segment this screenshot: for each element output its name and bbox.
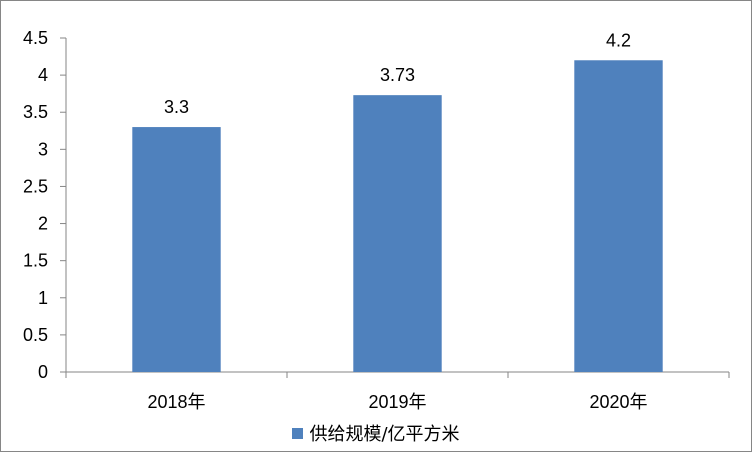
y-tick-label: 4 [38, 65, 48, 85]
data-label: 4.2 [606, 30, 631, 50]
legend-swatch [292, 427, 304, 439]
y-tick-label: 0 [38, 362, 48, 382]
y-tick-label: 2 [38, 214, 48, 234]
y-tick-label: 4.5 [23, 28, 48, 48]
x-tick-label: 2020年 [589, 392, 647, 412]
x-tick-label: 2018年 [147, 392, 205, 412]
axes: 0 0.5 1 1.5 2 2.5 3 3.5 4 4.5 [23, 28, 730, 382]
bar [574, 60, 663, 373]
y-tick-label: 1 [38, 288, 48, 308]
x-tick-label: 2019年 [368, 392, 426, 412]
y-tick-label: 3.5 [23, 102, 48, 122]
legend: 供给规模/亿平方米 [1, 420, 751, 446]
bar [353, 95, 442, 372]
bar [132, 127, 221, 372]
data-label: 3.3 [164, 97, 189, 117]
y-tick-label: 3 [38, 139, 48, 159]
legend-label: 供给规模/亿平方米 [309, 424, 460, 445]
bars [132, 60, 663, 373]
data-label: 3.73 [380, 65, 415, 85]
y-tick-label: 1.5 [23, 251, 48, 271]
y-tick-label: 2.5 [23, 176, 48, 196]
labels: 3.3 2018年 3.73 2019年 4.2 2020年 [147, 30, 647, 412]
y-tick-label: 0.5 [23, 325, 48, 345]
